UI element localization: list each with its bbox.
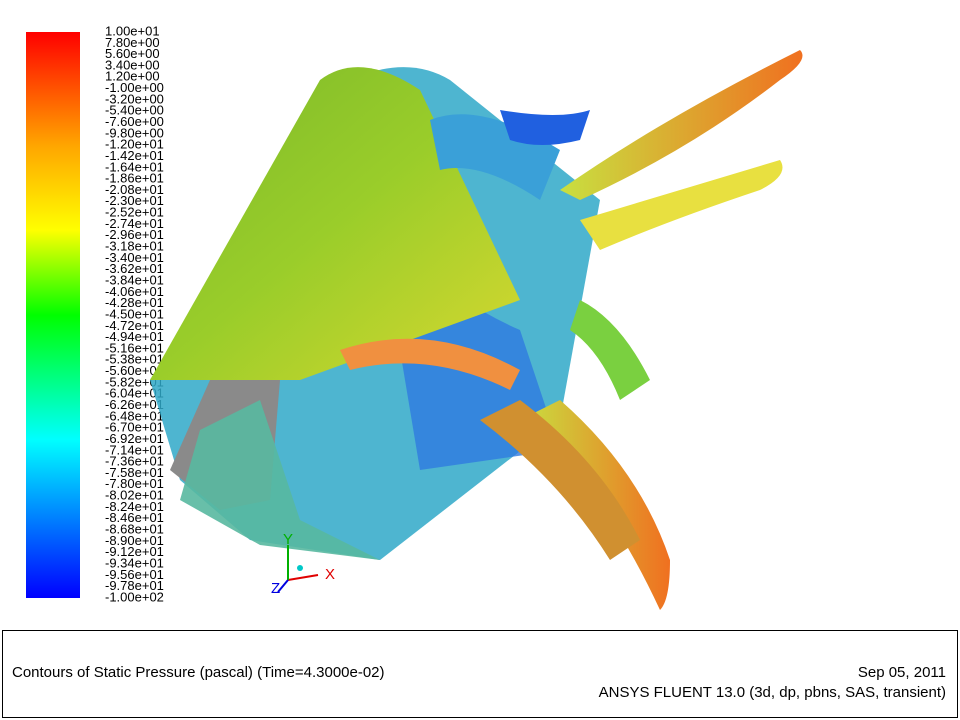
colorbar-label: -3.40e+01 — [105, 250, 164, 265]
colorbar-label: -3.84e+01 — [105, 272, 164, 287]
colorbar-label: -5.60e+01 — [105, 363, 164, 378]
colorbar-label: -6.92e+01 — [105, 431, 164, 446]
colorbar-label: -2.30e+01 — [105, 193, 164, 208]
colorbar-label: -8.68e+01 — [105, 522, 164, 537]
colorbar-label: 5.60e+00 — [105, 46, 160, 61]
colorbar-label: -5.82e+01 — [105, 374, 164, 389]
colorbar-label: -1.00e+02 — [105, 589, 164, 604]
colorbar-label: -1.42e+01 — [105, 148, 164, 163]
colorbar — [26, 32, 80, 598]
colorbar-label: -7.14e+01 — [105, 442, 164, 457]
colorbar-label: -6.04e+01 — [105, 386, 164, 401]
colorbar-label: -8.46e+01 — [105, 510, 164, 525]
colorbar-label: -4.28e+01 — [105, 295, 164, 310]
colorbar-label: -4.94e+01 — [105, 329, 164, 344]
colorbar-label: -9.80e+00 — [105, 125, 164, 140]
colorbar-label: -3.18e+01 — [105, 239, 164, 254]
footer-date: Sep 05, 2011 — [858, 664, 946, 681]
colorbar-label: -7.58e+01 — [105, 465, 164, 480]
colorbar-label: -9.34e+01 — [105, 555, 164, 570]
colorbar-label: -7.60e+00 — [105, 114, 164, 129]
colorbar-label: -1.64e+01 — [105, 159, 164, 174]
axis-z-label: Z — [271, 580, 280, 597]
colorbar-label: -9.56e+01 — [105, 567, 164, 582]
colorbar-label: -9.78e+01 — [105, 578, 164, 593]
colorbar-label: -4.06e+01 — [105, 284, 164, 299]
colorbar-label: -4.50e+01 — [105, 306, 164, 321]
colorbar-label: -5.16e+01 — [105, 340, 164, 355]
colorbar-label: -7.36e+01 — [105, 454, 164, 469]
colorbar-label: -2.96e+01 — [105, 227, 164, 242]
colorbar-label: -5.38e+01 — [105, 352, 164, 367]
colorbar-label: -5.40e+00 — [105, 103, 164, 118]
colorbar-label: -6.70e+01 — [105, 420, 164, 435]
colorbar-label: -2.08e+01 — [105, 182, 164, 197]
colorbar-label: -2.52e+01 — [105, 205, 164, 220]
axis-triad: X Y Z — [271, 531, 335, 597]
colorbar-label: -6.48e+01 — [105, 408, 164, 423]
axis-y-label: Y — [283, 531, 293, 548]
colorbar-label: -1.00e+00 — [105, 80, 164, 95]
colorbar-label: -8.90e+01 — [105, 533, 164, 548]
colorbar-labels: 1.00e+017.80e+005.60e+003.40e+001.20e+00… — [105, 23, 164, 604]
colorbar-label: -8.24e+01 — [105, 499, 164, 514]
colorbar-label: -7.80e+01 — [105, 476, 164, 491]
footer-software: ANSYS FLUENT 13.0 (3d, dp, pbns, SAS, tr… — [599, 684, 946, 701]
colorbar-label: -8.02e+01 — [105, 488, 164, 503]
colorbar-label: -2.74e+01 — [105, 216, 164, 231]
colorbar-label: -9.12e+01 — [105, 544, 164, 559]
colorbar-label: -1.86e+01 — [105, 171, 164, 186]
colorbar-label: -4.72e+01 — [105, 318, 164, 333]
flow-visualization — [150, 50, 803, 610]
colorbar-label: 3.40e+00 — [105, 57, 160, 72]
colorbar-label: -3.62e+01 — [105, 261, 164, 276]
footer-box — [2, 630, 958, 718]
footer-title: Contours of Static Pressure (pascal) (Ti… — [12, 664, 385, 681]
colorbar-label: -3.20e+00 — [105, 91, 164, 106]
colorbar-label: 1.20e+00 — [105, 69, 160, 84]
axis-x-label: X — [325, 566, 335, 583]
colorbar-label: -6.26e+01 — [105, 397, 164, 412]
colorbar-label: 7.80e+00 — [105, 35, 160, 50]
colorbar-label: -1.20e+01 — [105, 137, 164, 152]
colorbar-label: 1.00e+01 — [105, 23, 160, 38]
